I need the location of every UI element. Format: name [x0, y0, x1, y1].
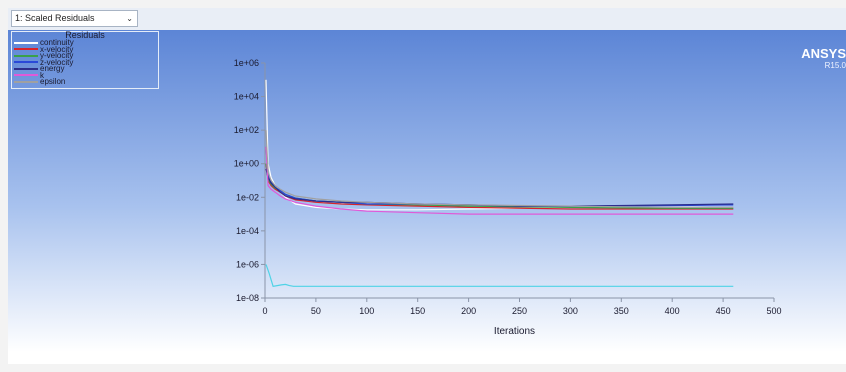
- y-tick-label: 1e+04: [234, 92, 259, 102]
- legend-entry: z-velocity: [14, 57, 74, 67]
- legend-label: epsilon: [40, 77, 66, 86]
- legend-swatch: [14, 61, 38, 64]
- y-tick-label: 1e+06: [234, 58, 259, 68]
- legend-swatch: [14, 54, 38, 57]
- view-select-label: 1: Scaled Residuals: [15, 13, 95, 23]
- legend-swatch: [14, 74, 38, 77]
- x-tick-label: 0: [262, 306, 267, 316]
- x-tick-label: 500: [766, 306, 781, 316]
- y-tick-label: 1e-08: [236, 293, 259, 303]
- legend-label: x-velocity: [40, 44, 74, 54]
- legend-entry: x-velocity: [14, 44, 74, 54]
- chevron-down-icon[interactable]: ⌄: [126, 14, 133, 23]
- legend-label: continuity: [40, 38, 74, 47]
- x-axis-title: Iterations: [494, 326, 535, 337]
- view-select[interactable]: 1: Scaled Residuals ⌄: [11, 10, 138, 27]
- x-tick-label: 450: [716, 306, 731, 316]
- y-tick-label: 1e+02: [234, 125, 259, 135]
- legend-entry: energy: [14, 64, 65, 73]
- chart-series: [265, 79, 734, 287]
- legend-label: k: [40, 70, 44, 80]
- y-tick-label: 1e+00: [234, 159, 259, 169]
- x-tick-label: 300: [563, 306, 578, 316]
- legend-swatch: [14, 67, 38, 70]
- legend-title: Residuals: [65, 30, 105, 40]
- legend-label: y-velocity: [40, 51, 74, 60]
- x-tick-label: 400: [665, 306, 680, 316]
- series-line-unnamed-7: [265, 264, 734, 287]
- x-tick-label: 100: [359, 306, 374, 316]
- chart-axes: 1e-08 1e-06 1e-04 1e-02 1e+00 1e+02 1e+04 1e+06…: [234, 58, 782, 337]
- legend-entry: continuity: [14, 38, 74, 47]
- legend-entry: epsilon: [14, 77, 66, 86]
- legend-entry: k: [14, 70, 44, 80]
- series-line-x-velocity: [265, 163, 734, 210]
- y-tick-label: 1e-06: [236, 259, 259, 269]
- series-line-epsilon: [265, 130, 734, 208]
- x-tick-label: 350: [614, 306, 629, 316]
- series-line-continuity: [265, 79, 734, 211]
- series-line-z-velocity: [265, 146, 734, 207]
- legend-entry: y-velocity: [14, 51, 74, 60]
- x-tick-label: 150: [410, 306, 425, 316]
- x-tick-label: 200: [461, 306, 476, 316]
- y-tick-label: 1e-02: [236, 192, 259, 202]
- legend-label: z-velocity: [40, 57, 74, 67]
- x-tick-label: 50: [311, 306, 321, 316]
- legend-swatch: [14, 80, 38, 83]
- toolbar: 1: Scaled Residuals ⌄: [8, 8, 846, 30]
- legend: Residuals continuity x-velocity y-velocity…: [11, 30, 159, 89]
- x-tick-label: 250: [512, 306, 527, 316]
- y-tick-label: 1e-04: [236, 226, 259, 236]
- brand-logo: ANSYS: [801, 46, 846, 61]
- brand-version: R15.0: [824, 61, 846, 70]
- series-line-k: [265, 146, 734, 215]
- legend-swatch: [14, 41, 38, 44]
- legend-swatch: [14, 48, 38, 51]
- legend-label: energy: [40, 64, 65, 73]
